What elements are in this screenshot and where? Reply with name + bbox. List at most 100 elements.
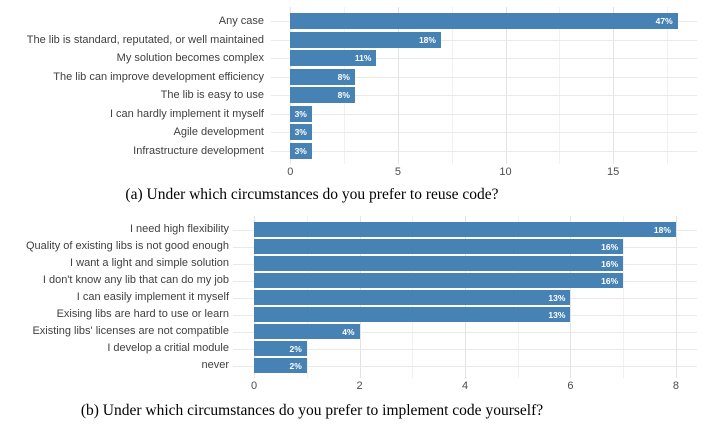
bar: 16% — [254, 239, 624, 254]
x-tick-label: 6 — [567, 380, 574, 392]
bar-value-label: 13% — [548, 292, 566, 303]
bar: 3% — [290, 124, 312, 141]
plot-panel: 47% 18% 11% 8% 8% 3% 3% 3% — [271, 7, 697, 164]
bar-row: 18% — [271, 31, 697, 50]
bar: 18% — [254, 222, 676, 237]
bar-value-label: 16% — [601, 275, 619, 286]
category-labels: I need high flexibility Quality of existi… — [0, 216, 233, 378]
category-label: I can easily implement it myself — [76, 291, 229, 303]
bar-row: 11% — [271, 49, 697, 68]
bar: 2% — [254, 341, 307, 356]
bar: 18% — [290, 31, 441, 48]
minor-gridline — [559, 7, 561, 164]
bar-row: 2% — [233, 357, 697, 374]
reuse-code-chart: Any case The lib is standard, reputated, … — [0, 7, 703, 204]
category-gridline — [271, 58, 697, 60]
bar-value-label: 16% — [601, 241, 619, 252]
bar: 47% — [290, 13, 678, 30]
bar-value-label: 13% — [548, 309, 566, 320]
bar-value-label: 47% — [655, 16, 673, 27]
bar-row: 13% — [233, 289, 697, 306]
bar: 13% — [254, 307, 571, 322]
category-gridline — [271, 39, 697, 41]
bar: 16% — [254, 256, 624, 271]
category-gridline — [271, 150, 697, 152]
caption-a: (a) Under which circumstances do you pre… — [125, 186, 499, 203]
bar: 16% — [254, 273, 624, 288]
category-label: I want a light and simple solution — [70, 257, 229, 269]
category-label: I develop a critial module — [107, 342, 229, 354]
x-tick-label: 4 — [461, 380, 469, 392]
category-label: The lib can improve development efficien… — [53, 70, 264, 83]
bar: 4% — [254, 324, 360, 339]
plot-row: Any case The lib is standard, reputated, … — [0, 7, 703, 164]
category-gridline — [271, 76, 697, 78]
category-label: I don't know any lib that can do my job — [42, 274, 229, 286]
bar-row: 13% — [233, 306, 697, 323]
bar-row: 2% — [233, 340, 697, 357]
minor-gridline — [344, 7, 346, 164]
x-tick-label: 10 — [499, 166, 512, 178]
x-axis: 0 2 4 6 8 — [233, 378, 697, 394]
bar: 13% — [254, 290, 571, 305]
plot-panel: 18% 16% 16% 16% 13% 13% 4% 2% 2% — [233, 216, 697, 378]
bar-row: 3% — [271, 105, 697, 124]
category-gridline — [271, 132, 697, 134]
bar-value-label: 16% — [601, 258, 619, 269]
bar-value-label: 18% — [418, 34, 436, 45]
category-label: The lib is easy to use — [160, 89, 264, 101]
bar-row: 16% — [233, 272, 697, 289]
minor-gridline — [666, 7, 668, 164]
implement-code-chart: I need high flexibility Quality of existi… — [0, 216, 703, 420]
category-label: Infrastructure development — [133, 144, 264, 157]
x-tick-label: 0 — [251, 380, 258, 392]
category-gridline — [233, 331, 697, 333]
major-gridline — [613, 7, 615, 164]
bar-row: 8% — [271, 86, 697, 105]
caption-b: (b) Under which circumstances do you pre… — [80, 402, 544, 419]
major-gridline — [290, 7, 292, 164]
category-label: Any case — [218, 15, 264, 27]
plot-row: I need high flexibility Quality of existi… — [0, 216, 703, 378]
bar-value-label: 11% — [354, 53, 372, 64]
x-tick-label: 2 — [356, 380, 363, 392]
minor-gridline — [451, 7, 453, 164]
bar: 3% — [290, 142, 312, 159]
category-label: The lib is standard, reputated, or well … — [26, 33, 264, 46]
bar-value-label: 2% — [289, 360, 302, 371]
category-label: never — [201, 359, 229, 371]
x-tick-label: 8 — [672, 380, 679, 392]
category-gridline — [271, 95, 697, 97]
bar-value-label: 8% — [337, 90, 350, 101]
bar-row: 16% — [233, 238, 697, 255]
bar: 2% — [254, 358, 307, 373]
bar-value-label: 18% — [653, 224, 671, 235]
bar-value-label: 2% — [289, 343, 302, 354]
bar-value-label: 3% — [294, 127, 307, 138]
minor-gridline — [623, 216, 625, 378]
x-tick-label: 5 — [394, 166, 401, 178]
bar: 8% — [290, 68, 355, 85]
x-tick-label: 0 — [287, 166, 294, 178]
major-gridline — [675, 216, 677, 378]
bar-value-label: 4% — [342, 326, 355, 337]
category-label: Agile development — [173, 126, 264, 138]
category-gridline — [233, 365, 697, 367]
category-label: My solution becomes complex — [116, 52, 264, 64]
major-gridline — [397, 7, 399, 164]
x-axis: 0 5 10 15 — [271, 164, 697, 180]
bar-row: 3% — [271, 142, 697, 161]
survey-figure: Any case The lib is standard, reputated, … — [0, 7, 703, 420]
category-label: Existing libs' licenses are not compatib… — [32, 325, 229, 337]
bar-row: 18% — [233, 221, 697, 238]
bar-value-label: 8% — [337, 71, 350, 82]
bar-row: 4% — [233, 323, 697, 340]
bar-row: 16% — [233, 255, 697, 272]
bar: 8% — [290, 87, 355, 104]
category-labels: Any case The lib is standard, reputated, … — [0, 7, 271, 164]
category-label: I need high flexibility — [129, 223, 229, 235]
major-gridline — [505, 7, 507, 164]
bar-row: 8% — [271, 68, 697, 87]
bar-value-label: 3% — [294, 108, 307, 119]
category-label: I can hardly implement it myself — [109, 107, 264, 120]
